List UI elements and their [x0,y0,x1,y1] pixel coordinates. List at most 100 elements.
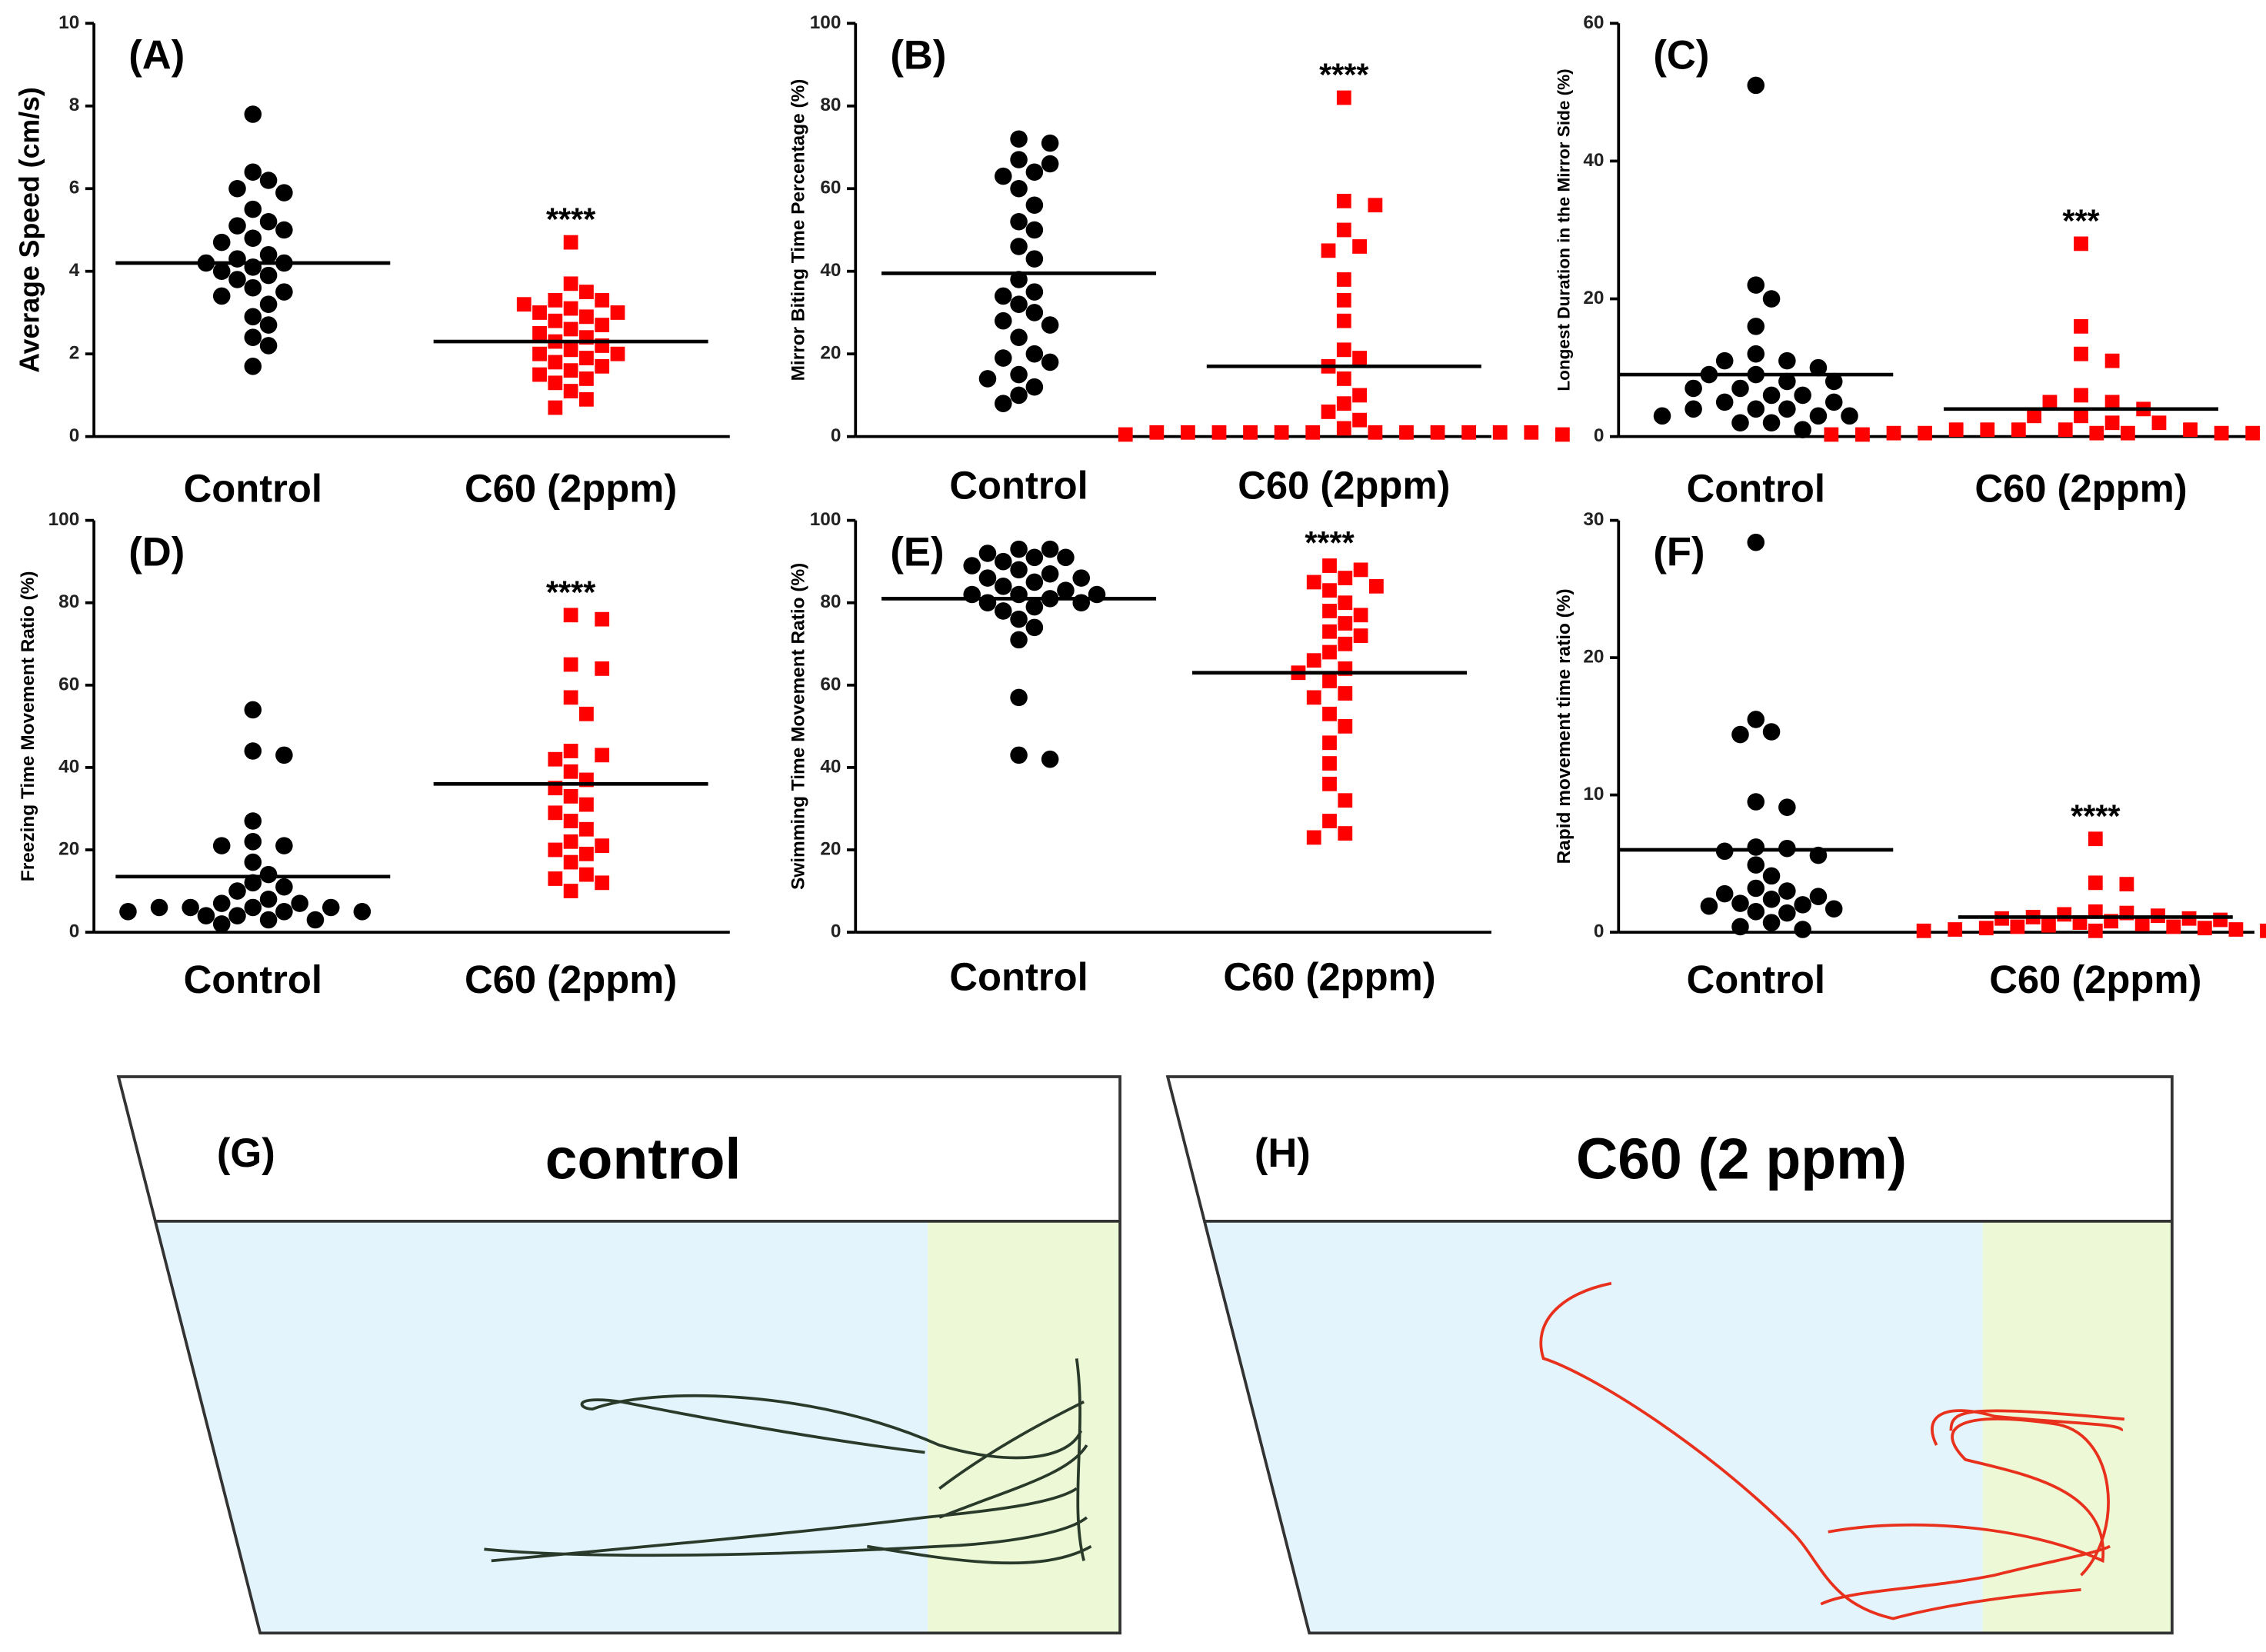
data-point [244,258,262,276]
data-point [1338,571,1353,585]
x-tick-label: Control [184,958,322,1001]
data-point [1353,608,1368,623]
data-point [579,706,594,721]
data-point [1149,425,1165,440]
data-point [579,391,594,407]
data-point [532,346,547,361]
data-point [228,179,246,198]
data-point [1336,371,1351,386]
data-point [963,557,981,575]
data-point [563,657,578,672]
data-point [259,172,278,189]
y-tick-label: 60 [1583,12,1604,33]
data-point [2057,907,2072,922]
data-point [595,318,610,332]
data-point [1010,631,1028,649]
data-point [2042,395,2058,410]
data-point [1322,735,1337,751]
data-point [1041,155,1059,173]
y-tick-label: 6 [69,178,80,198]
data-point [244,200,262,218]
data-point [1041,134,1059,152]
data-point [1010,295,1028,313]
data-point [1715,393,1734,411]
tank-g: (G) control [116,1075,1121,1635]
y-tick-label: 80 [58,591,79,612]
data-point [259,865,278,884]
data-point [1369,578,1384,594]
data-point [2011,422,2026,438]
data-point [1025,598,1044,616]
data-point [275,184,293,202]
data-point [2027,408,2042,424]
data-point [1306,653,1321,668]
data-point [1025,250,1044,268]
data-point [1824,427,1839,442]
data-point [1778,372,1796,391]
data-point [1322,776,1337,791]
panel: 0 20 40 60 Longest Duration in the Mirror Si… [1555,12,2261,510]
data-point [1010,151,1028,168]
y-axis-label: Swimming Time Movement Ratio (%) [788,563,808,890]
x-tick-label: C60 (2ppm) [1974,466,2187,510]
data-point [244,833,262,851]
data-point [1747,838,1765,856]
panel-label: (E) [890,530,944,575]
data-point [1010,328,1028,346]
data-point [1010,610,1028,628]
data-point [1685,379,1702,398]
data-point [1088,585,1106,604]
data-point [1918,425,1932,441]
data-point [244,853,262,871]
data-point [228,271,246,288]
data-point [1336,272,1351,287]
data-point [1025,548,1044,567]
data-point [306,911,325,929]
data-point [1010,746,1028,764]
y-tick-label: 60 [820,674,841,694]
data-point [563,884,578,898]
data-point [1057,581,1075,599]
data-point [244,701,262,719]
data-point [228,217,246,235]
x-tick-label: C60 (2ppm) [465,958,677,1001]
data-point [1778,904,1796,922]
data-point [228,907,246,924]
data-point [275,746,293,764]
data-point [1731,414,1749,432]
data-point [212,287,231,305]
data-point [259,337,278,355]
y-axis-label: Longest Duration in the Mirror Side (%) [1555,68,1574,391]
data-point [595,661,610,676]
data-point [1010,179,1028,198]
data-point [1731,918,1749,936]
data-point [579,351,594,365]
panel-title: C60 (2 ppm) [1576,1127,1907,1191]
data-point [2058,422,2073,438]
data-point [1762,723,1781,741]
data-point [1322,814,1337,828]
data-point [244,874,262,892]
data-point [150,898,168,917]
data-point [244,898,262,917]
data-point [1336,421,1351,436]
data-point [1010,540,1028,558]
mirror-zone [928,1221,1121,1634]
data-point [2041,918,2056,933]
data-point [244,229,262,248]
water-zone [1204,1221,1983,1634]
x-tick-label: Control [1687,466,1825,510]
panel: 0 10 20 30 Rapid movement time ratio (%) (F) C… [1554,509,2266,1001]
data-point [259,245,278,264]
data-point [2088,875,2103,891]
data-point [1794,921,1811,938]
data-point [1809,358,1828,377]
data-point [1762,386,1781,405]
data-point [1010,561,1028,579]
data-point [1336,342,1351,358]
data-point [1336,90,1351,105]
data-point [595,838,610,854]
data-point [244,358,262,375]
data-point [1762,867,1781,885]
data-point [1118,427,1133,442]
